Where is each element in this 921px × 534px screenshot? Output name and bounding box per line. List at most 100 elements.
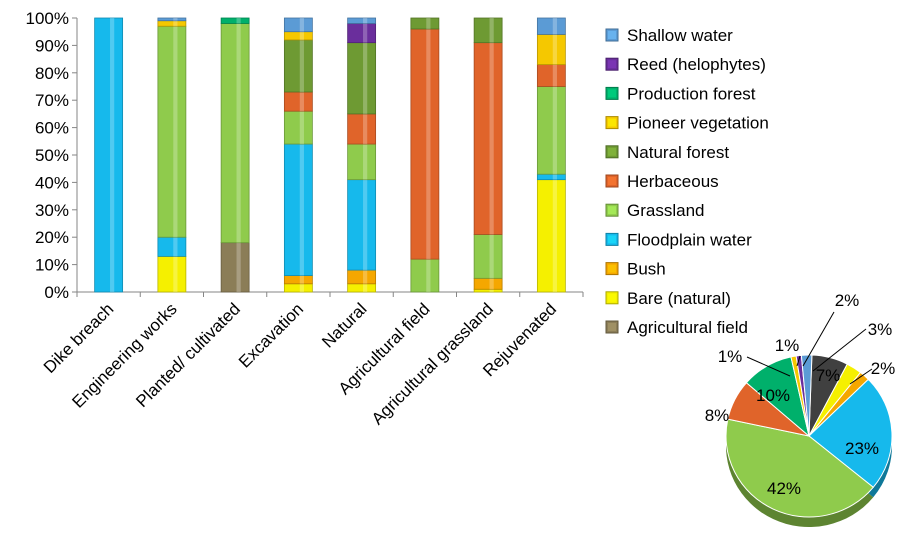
bar-segment bbox=[220, 242, 250, 293]
bar-segment-highlight bbox=[299, 275, 304, 284]
pie-slice-label: 3% bbox=[868, 320, 893, 339]
bar-segment-highlight bbox=[110, 18, 115, 292]
legend-swatch-shine bbox=[608, 235, 616, 244]
y-tick-label: 0% bbox=[44, 283, 69, 302]
y-tick-label: 100% bbox=[26, 9, 69, 28]
bar-segment bbox=[536, 34, 566, 65]
bar-segment-highlight bbox=[363, 144, 368, 180]
bar-segment-highlight bbox=[552, 18, 557, 35]
bar-segment-highlight bbox=[426, 259, 431, 292]
legend-swatch-shine bbox=[608, 323, 616, 331]
bar-segment bbox=[283, 91, 313, 112]
bar-segment bbox=[473, 288, 503, 293]
bar-segment-highlight bbox=[299, 144, 304, 276]
bar-segment-highlight bbox=[552, 64, 557, 87]
x-category-label: Excavation bbox=[235, 299, 307, 371]
bar-segment-highlight bbox=[489, 289, 494, 292]
legend-label: Floodplain water bbox=[627, 230, 752, 249]
bar-segment bbox=[347, 113, 377, 145]
legend-label: Agricultural field bbox=[627, 318, 748, 337]
legend-swatch-shine bbox=[608, 89, 616, 98]
bar-segment bbox=[347, 269, 377, 285]
bar-segment-highlight bbox=[236, 23, 241, 243]
bar-segment-highlight bbox=[426, 18, 431, 29]
legend-label: Bush bbox=[627, 260, 666, 279]
bar-segment bbox=[347, 179, 377, 271]
legend-swatch-shine bbox=[608, 31, 616, 39]
bar-segment-highlight bbox=[173, 18, 178, 21]
bar-segment-highlight bbox=[489, 234, 494, 279]
bar-segment-highlight bbox=[363, 42, 368, 114]
bar-segment bbox=[347, 17, 377, 24]
pie-slice bbox=[808, 378, 893, 488]
legend-label: Bare (natural) bbox=[627, 289, 731, 308]
y-tick-label: 10% bbox=[35, 256, 69, 275]
bar-segment-highlight bbox=[552, 174, 557, 180]
bar-segment-highlight bbox=[173, 256, 178, 292]
bar-segment-highlight bbox=[299, 111, 304, 145]
x-category-label: Agricultural grassland bbox=[368, 299, 497, 428]
bar-segment-highlight bbox=[363, 18, 368, 24]
x-category-label: Planted/ cultivated bbox=[132, 299, 244, 411]
bar-segment bbox=[283, 283, 313, 293]
legend-label: Reed (helophytes) bbox=[627, 55, 766, 74]
bar-segment bbox=[157, 255, 187, 293]
legend-label: Production forest bbox=[627, 84, 756, 103]
bar-segment-highlight bbox=[236, 242, 241, 292]
bar-segment bbox=[220, 17, 250, 24]
pie-slice-label: 2% bbox=[871, 359, 896, 378]
bar-segment bbox=[283, 110, 313, 145]
y-tick-label: 50% bbox=[35, 146, 69, 165]
pie-slice bbox=[800, 354, 813, 437]
bar-segment bbox=[94, 17, 124, 293]
bar-segment-highlight bbox=[236, 18, 241, 24]
y-tick-label: 40% bbox=[35, 173, 69, 192]
y-tick-label: 30% bbox=[35, 201, 69, 220]
legend-swatch-shine bbox=[608, 177, 616, 185]
pie-slice-label: 2% bbox=[835, 291, 860, 310]
bar-segment bbox=[283, 143, 313, 276]
bar-segment-highlight bbox=[363, 270, 368, 284]
bar-segment bbox=[473, 234, 503, 279]
pie-slice-label: 10% bbox=[756, 386, 790, 405]
bar-segment-highlight bbox=[173, 20, 178, 27]
legend-label: Pioneer vegetation bbox=[627, 114, 769, 133]
bar-segment bbox=[410, 28, 440, 260]
pie-slice-label: 23% bbox=[845, 439, 879, 458]
bar-segment-highlight bbox=[299, 283, 304, 292]
bar-segment bbox=[473, 42, 503, 235]
bar-segment-highlight bbox=[363, 113, 368, 145]
y-tick-label: 90% bbox=[35, 36, 69, 55]
bar-segment bbox=[347, 283, 377, 293]
bar-segment bbox=[536, 17, 566, 35]
legend-swatch-shine bbox=[608, 264, 616, 273]
x-category-label: Engineering works bbox=[68, 299, 180, 411]
pie-leader-line bbox=[812, 328, 867, 372]
bar-segment bbox=[410, 258, 440, 293]
bar-segment-highlight bbox=[299, 18, 304, 32]
bar-segment bbox=[536, 179, 566, 293]
x-category-label: Natural bbox=[318, 299, 370, 351]
y-tick-label: 60% bbox=[35, 119, 69, 138]
bar-segment-highlight bbox=[426, 28, 431, 260]
bar-segment-highlight bbox=[489, 278, 494, 290]
bar-segment bbox=[536, 86, 566, 175]
legend-label: Natural forest bbox=[627, 143, 729, 162]
y-tick-label: 80% bbox=[35, 64, 69, 83]
legend-swatch-shine bbox=[608, 293, 616, 302]
pie-slice bbox=[725, 418, 874, 518]
pie-slice-label: 8% bbox=[705, 406, 730, 425]
legend-swatch-shine bbox=[608, 60, 616, 69]
bar-segment bbox=[220, 23, 250, 244]
bar-segment bbox=[283, 39, 313, 93]
bar-segment-highlight bbox=[489, 42, 494, 235]
bar-segment bbox=[536, 173, 566, 181]
bar-segment bbox=[157, 17, 187, 22]
pie-slice-label: 42% bbox=[767, 479, 801, 498]
bar-segment bbox=[473, 17, 503, 44]
bar-segment-highlight bbox=[363, 23, 368, 43]
pie-leader-line bbox=[796, 355, 801, 367]
bar-segment bbox=[473, 277, 503, 290]
